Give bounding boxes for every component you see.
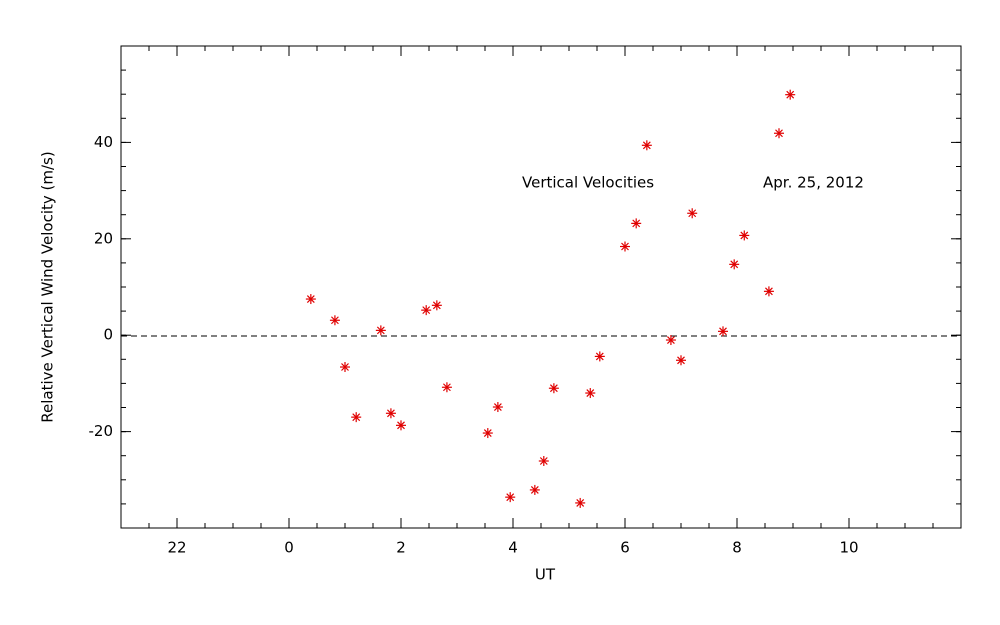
plot-frame xyxy=(120,45,962,529)
y-axis-label: Relative Vertical Wind Velocity (m/s) xyxy=(39,151,57,422)
point xyxy=(492,402,503,413)
point-stroke xyxy=(621,242,629,251)
point xyxy=(340,362,350,373)
point-stroke xyxy=(666,336,675,344)
point-stroke xyxy=(576,499,585,507)
point-stroke xyxy=(549,384,558,393)
point-stroke xyxy=(432,301,441,310)
point xyxy=(305,294,316,305)
x-axis-label: UT xyxy=(535,566,556,584)
point xyxy=(351,412,362,423)
x-tick-label: 8 xyxy=(732,539,742,557)
x-tick-label: 0 xyxy=(284,539,294,557)
point xyxy=(548,383,559,394)
point xyxy=(774,128,784,139)
point-stroke xyxy=(632,219,641,228)
point xyxy=(763,286,774,297)
point-stroke xyxy=(539,457,548,465)
point-stroke xyxy=(719,327,727,336)
point-stroke xyxy=(397,421,405,430)
point-stroke xyxy=(586,389,595,397)
point xyxy=(575,497,586,508)
x-tick-label: 6 xyxy=(620,539,630,557)
x-tick-label: 2 xyxy=(396,539,406,557)
point-stroke xyxy=(506,493,515,502)
y-tick-label: 40 xyxy=(94,133,113,151)
point xyxy=(785,89,796,100)
point xyxy=(676,355,686,366)
y-tick-label: -20 xyxy=(89,422,114,440)
y-tick-label: 20 xyxy=(94,229,113,247)
point xyxy=(641,140,652,151)
annotation: Vertical Velocities xyxy=(522,174,654,192)
point-stroke xyxy=(786,90,795,99)
point-stroke xyxy=(775,129,783,138)
point xyxy=(421,305,432,316)
point xyxy=(631,218,642,229)
point-stroke xyxy=(376,326,385,335)
point xyxy=(482,428,493,439)
point-stroke xyxy=(740,231,749,240)
point xyxy=(739,230,750,241)
point-stroke xyxy=(595,352,604,361)
point xyxy=(441,382,452,393)
point-stroke xyxy=(341,363,349,371)
point xyxy=(329,315,340,326)
point xyxy=(718,326,728,337)
point-stroke xyxy=(330,316,339,325)
annotation: Apr. 25, 2012 xyxy=(763,174,864,192)
point xyxy=(687,208,698,219)
x-tick-label: 4 xyxy=(508,539,518,557)
point xyxy=(729,259,740,270)
point-stroke xyxy=(677,356,685,365)
point xyxy=(375,325,386,336)
point-stroke xyxy=(688,209,697,218)
x-tick-label: 22 xyxy=(167,539,186,557)
point xyxy=(620,241,630,252)
point-stroke xyxy=(442,383,451,392)
point-stroke xyxy=(764,287,773,296)
point xyxy=(385,408,396,419)
point xyxy=(665,335,676,346)
point-stroke xyxy=(530,485,539,494)
point xyxy=(538,456,549,467)
point-stroke xyxy=(483,429,492,437)
point-stroke xyxy=(642,141,651,150)
point-stroke xyxy=(306,295,315,303)
x-tick-label: 10 xyxy=(839,539,858,557)
point-stroke xyxy=(352,413,361,422)
point xyxy=(505,492,516,503)
point xyxy=(396,420,406,431)
point xyxy=(529,484,540,495)
point-stroke xyxy=(386,409,395,418)
point xyxy=(585,388,596,399)
point-stroke xyxy=(422,306,431,315)
point-stroke xyxy=(493,403,502,411)
y-tick-label: 0 xyxy=(103,326,113,344)
point-stroke xyxy=(730,260,739,269)
point xyxy=(594,351,605,362)
point xyxy=(431,300,442,311)
